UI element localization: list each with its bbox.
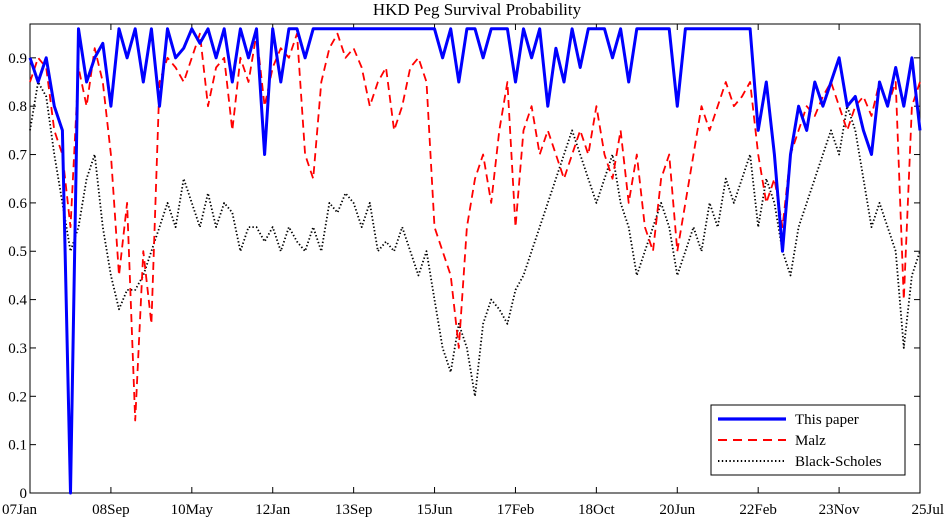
legend: This paper Malz Black-Scholes — [710, 404, 906, 476]
series-line-this-paper — [28, 27, 922, 495]
series-line-malz — [29, 32, 921, 422]
x-tick-label: 25Jul — [911, 502, 944, 518]
legend-box — [710, 404, 906, 476]
series-line-black-scholes — [29, 81, 921, 398]
x-tick-label: 22Feb — [739, 502, 777, 518]
series-layer — [28, 27, 922, 495]
y-tick-label: 0 — [20, 486, 28, 502]
y-tick-label: 0.2 — [8, 389, 27, 405]
chart-title: HKD Peg Survival Probability — [373, 0, 582, 19]
x-tick-label: 23Nov — [819, 502, 860, 518]
y-tick-label: 0.9 — [8, 51, 27, 67]
legend-label-malz: Malz — [795, 433, 826, 449]
x-tick-label: 13Sep — [335, 502, 373, 518]
y-tick-label: 0.8 — [8, 99, 27, 115]
x-tick-label: 15Jun — [417, 502, 453, 518]
x-tick-label: 08Sep — [92, 502, 130, 518]
plot-frame — [29, 23, 921, 494]
x-tick-label: 17Feb — [497, 502, 535, 518]
x-tick-label: 20Jun — [659, 502, 695, 518]
legend-label-black-scholes: Black-Scholes — [795, 454, 882, 470]
x-axis-ticks: 07Jan 08Sep 10May 12Jan 13Sep 15Jun 17Feb 18Oct… — [2, 24, 944, 518]
x-tick-label: 07Jan — [2, 502, 37, 518]
y-tick-label: 0.7 — [8, 148, 27, 164]
x-tick-label: 18Oct — [578, 502, 615, 518]
y-tick-label: 0.5 — [8, 244, 27, 260]
y-tick-label: 0.1 — [8, 438, 27, 454]
y-tick-label: 0.3 — [8, 341, 27, 357]
y-axis-ticks: 0 0.1 0.2 0.3 0.4 0.5 0.6 0.7 0.8 0.9 — [8, 51, 920, 502]
x-tick-label: 12Jan — [255, 502, 290, 518]
x-tick-label: 10May — [171, 502, 214, 518]
y-tick-label: 0.4 — [8, 293, 27, 309]
y-tick-label: 0.6 — [8, 196, 27, 212]
legend-label-this-paper: This paper — [795, 412, 859, 428]
